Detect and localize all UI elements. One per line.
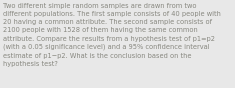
Text: Two different simple random samples are drawn from two
different populations. Th: Two different simple random samples are … [3, 3, 221, 67]
